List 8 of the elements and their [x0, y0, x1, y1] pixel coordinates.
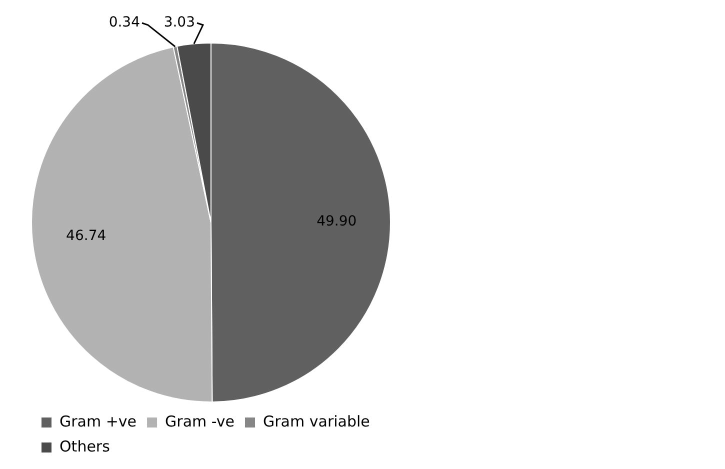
data-label: 46.74 [66, 228, 106, 244]
legend-label: Gram -ve [165, 412, 235, 430]
data-label: 3.03 [164, 14, 195, 31]
data-label: 0.34 [108, 14, 140, 31]
legend-label: Gram +ve [60, 412, 137, 430]
data-label: 49.90 [316, 214, 357, 230]
legend-label: Others [60, 437, 110, 456]
legend-label: Gram variable [263, 412, 370, 430]
